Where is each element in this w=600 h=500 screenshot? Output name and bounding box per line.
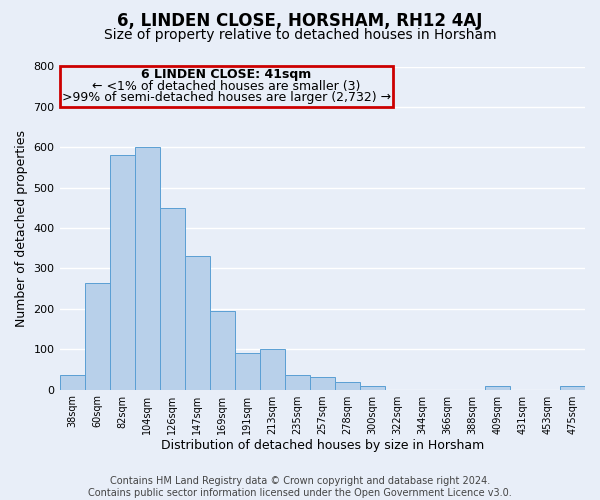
Y-axis label: Number of detached properties: Number of detached properties bbox=[15, 130, 28, 326]
Text: 6, LINDEN CLOSE, HORSHAM, RH12 4AJ: 6, LINDEN CLOSE, HORSHAM, RH12 4AJ bbox=[118, 12, 482, 30]
Bar bbox=[185, 256, 209, 390]
Bar bbox=[310, 378, 335, 390]
Text: Contains HM Land Registry data © Crown copyright and database right 2024.
Contai: Contains HM Land Registry data © Crown c… bbox=[88, 476, 512, 498]
Bar bbox=[110, 156, 134, 390]
Bar bbox=[160, 208, 185, 390]
Bar bbox=[235, 353, 260, 390]
Bar bbox=[59, 374, 85, 390]
Bar bbox=[209, 311, 235, 390]
Bar bbox=[85, 282, 110, 390]
X-axis label: Distribution of detached houses by size in Horsham: Distribution of detached houses by size … bbox=[161, 440, 484, 452]
Bar bbox=[285, 374, 310, 390]
Bar bbox=[360, 386, 385, 390]
Text: ← <1% of detached houses are smaller (3): ← <1% of detached houses are smaller (3) bbox=[92, 80, 361, 92]
Text: >99% of semi-detached houses are larger (2,732) →: >99% of semi-detached houses are larger … bbox=[62, 91, 391, 104]
Bar bbox=[485, 386, 510, 390]
Bar bbox=[260, 349, 285, 390]
Bar bbox=[560, 386, 585, 390]
Text: 6 LINDEN CLOSE: 41sqm: 6 LINDEN CLOSE: 41sqm bbox=[141, 68, 311, 81]
Bar bbox=[335, 382, 360, 390]
Text: Size of property relative to detached houses in Horsham: Size of property relative to detached ho… bbox=[104, 28, 496, 42]
Bar bbox=[59, 66, 393, 107]
Bar bbox=[134, 148, 160, 390]
